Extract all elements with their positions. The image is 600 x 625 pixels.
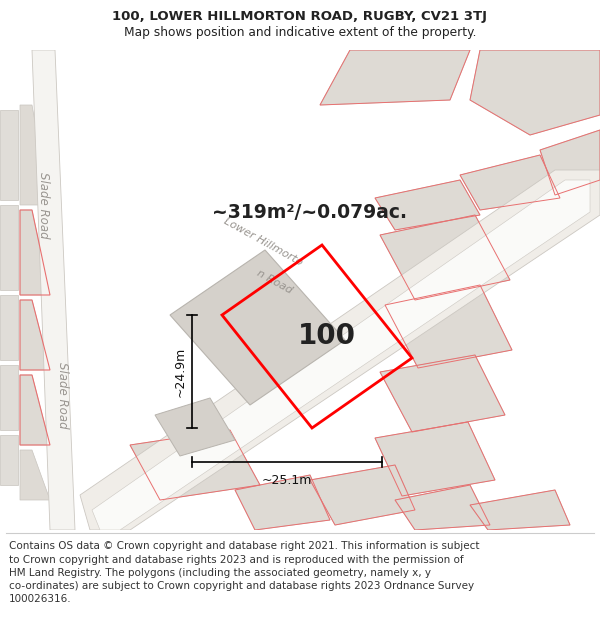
Polygon shape bbox=[375, 180, 480, 230]
Polygon shape bbox=[0, 365, 18, 430]
Polygon shape bbox=[170, 250, 345, 405]
Polygon shape bbox=[385, 285, 512, 368]
Polygon shape bbox=[20, 105, 50, 205]
Text: ~319m²/~0.079ac.: ~319m²/~0.079ac. bbox=[212, 202, 407, 221]
Text: 100, LOWER HILLMORTON ROAD, RUGBY, CV21 3TJ: 100, LOWER HILLMORTON ROAD, RUGBY, CV21 … bbox=[113, 10, 487, 23]
Text: ~24.9m: ~24.9m bbox=[173, 346, 187, 397]
Polygon shape bbox=[460, 155, 560, 210]
Polygon shape bbox=[80, 170, 600, 530]
Polygon shape bbox=[20, 300, 50, 370]
Text: n Road: n Road bbox=[255, 268, 294, 296]
Polygon shape bbox=[380, 355, 505, 432]
Polygon shape bbox=[0, 295, 18, 360]
Polygon shape bbox=[470, 490, 570, 530]
Text: Slade Road: Slade Road bbox=[55, 362, 68, 428]
Polygon shape bbox=[130, 430, 260, 500]
Polygon shape bbox=[235, 475, 330, 530]
Polygon shape bbox=[380, 215, 510, 300]
Polygon shape bbox=[375, 422, 495, 496]
Polygon shape bbox=[92, 180, 590, 530]
Polygon shape bbox=[20, 210, 50, 295]
Polygon shape bbox=[470, 50, 600, 135]
Text: Lower Hillmorto: Lower Hillmorto bbox=[222, 216, 304, 268]
Polygon shape bbox=[0, 110, 18, 200]
Polygon shape bbox=[395, 485, 490, 530]
Polygon shape bbox=[0, 435, 18, 485]
Text: Slade Road: Slade Road bbox=[37, 172, 50, 238]
Text: Map shows position and indicative extent of the property.: Map shows position and indicative extent… bbox=[124, 26, 476, 39]
Polygon shape bbox=[0, 205, 18, 290]
Polygon shape bbox=[20, 375, 50, 445]
Polygon shape bbox=[32, 50, 75, 530]
Polygon shape bbox=[310, 465, 415, 525]
Text: 100: 100 bbox=[298, 322, 356, 351]
Text: Contains OS data © Crown copyright and database right 2021. This information is : Contains OS data © Crown copyright and d… bbox=[9, 541, 479, 604]
Polygon shape bbox=[540, 130, 600, 195]
Polygon shape bbox=[20, 450, 50, 500]
Polygon shape bbox=[320, 50, 470, 105]
Text: ~25.1m: ~25.1m bbox=[262, 474, 312, 486]
Polygon shape bbox=[155, 398, 235, 456]
